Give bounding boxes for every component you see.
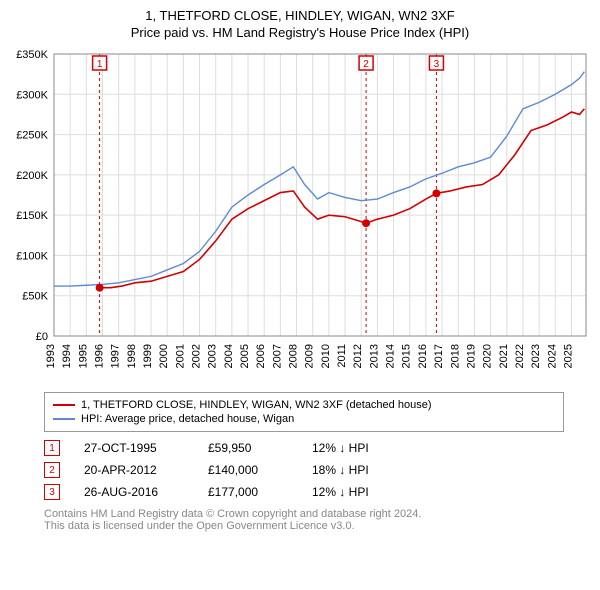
sale-row-marker: 2 [44, 462, 60, 478]
x-tick-label: 2019 [465, 344, 477, 368]
sale-row-marker: 1 [44, 440, 60, 456]
x-tick-label: 2015 [401, 344, 413, 368]
x-tick-label: 2022 [514, 344, 526, 368]
y-tick-label: £300K [16, 89, 48, 101]
x-tick-label: 1997 [110, 344, 122, 368]
sale-price: £140,000 [208, 463, 288, 477]
x-tick-label: 2024 [546, 344, 558, 368]
x-tick-label: 2016 [417, 344, 429, 368]
x-tick-label: 2000 [158, 344, 170, 368]
price-chart: £0 £50K £100K £150K £200K £250K £300K £350K 1993… [8, 46, 592, 386]
footer-line-2: This data is licensed under the Open Gov… [44, 520, 592, 532]
x-tick-label: 2009 [304, 344, 316, 368]
sale-date: 20-APR-2012 [84, 463, 184, 477]
sales-table: 1 27-OCT-1995 £59,950 12% ↓ HPI 2 20-APR-2012… [44, 440, 592, 500]
x-tick-label: 1993 [45, 344, 57, 368]
footer-line-1: Contains HM Land Registry data © Crown c… [44, 508, 592, 520]
sale-date: 26-AUG-2016 [84, 485, 184, 499]
legend-item: HPI: Average price, detached house, Wiga… [53, 413, 555, 425]
x-tick-label: 2005 [239, 344, 251, 368]
y-tick-label: £100K [16, 250, 48, 262]
x-tick-label: 1998 [126, 344, 138, 368]
sale-delta: 12% ↓ HPI [312, 441, 412, 455]
legend-swatch [53, 418, 75, 420]
sale-date: 27-OCT-1995 [84, 441, 184, 455]
x-tick-label: 1996 [94, 344, 106, 368]
x-tick-label: 2010 [320, 344, 332, 368]
legend-label: HPI: Average price, detached house, Wiga… [81, 413, 294, 425]
chart-container: £0 £50K £100K £150K £200K £250K £300K £350K 1993… [8, 46, 592, 386]
x-tick-label: 2007 [271, 344, 283, 368]
x-tick-label: 1994 [61, 344, 73, 368]
sale-marker-number: 2 [363, 59, 369, 70]
x-tick-label: 2011 [336, 344, 348, 368]
y-tick-label: £200K [16, 170, 48, 182]
legend-label: 1, THETFORD CLOSE, HINDLEY, WIGAN, WN2 3… [81, 399, 431, 411]
sale-price: £59,950 [208, 441, 288, 455]
sale-delta: 18% ↓ HPI [312, 463, 412, 477]
x-tick-label: 1995 [77, 344, 89, 368]
legend-swatch [53, 404, 75, 406]
sale-price: £177,000 [208, 485, 288, 499]
x-tick-label: 2001 [174, 344, 186, 368]
sale-row: 1 27-OCT-1995 £59,950 12% ↓ HPI [44, 440, 592, 456]
x-tick-label: 2006 [255, 344, 267, 368]
x-tick-label: 2021 [498, 344, 510, 368]
page-title-2: Price paid vs. HM Land Registry's House … [8, 25, 592, 40]
x-tick-label: 2023 [530, 344, 542, 368]
y-tick-label: £350K [16, 49, 48, 61]
x-tick-label: 2018 [449, 344, 461, 368]
sale-marker-number: 3 [434, 59, 440, 70]
footer-attribution: Contains HM Land Registry data © Crown c… [44, 508, 592, 532]
sale-row: 3 26-AUG-2016 £177,000 12% ↓ HPI [44, 484, 592, 500]
x-tick-label: 2017 [433, 344, 445, 368]
legend: 1, THETFORD CLOSE, HINDLEY, WIGAN, WN2 3… [44, 392, 564, 432]
x-tick-label: 2012 [352, 344, 364, 368]
x-tick-label: 2003 [207, 344, 219, 368]
x-tick-label: 2008 [288, 344, 300, 368]
y-tick-label: £250K [16, 130, 48, 142]
sale-row: 2 20-APR-2012 £140,000 18% ↓ HPI [44, 462, 592, 478]
sale-marker-dot [432, 189, 440, 197]
x-tick-label: 2002 [191, 344, 203, 368]
y-tick-label: £0 [36, 331, 48, 343]
sale-marker-dot [96, 284, 104, 292]
x-tick-label: 2014 [385, 344, 397, 368]
sale-marker-dot [362, 219, 370, 227]
y-tick-label: £150K [16, 210, 48, 222]
sale-marker-number: 1 [97, 59, 103, 70]
page-title-1: 1, THETFORD CLOSE, HINDLEY, WIGAN, WN2 3… [8, 8, 592, 23]
legend-item: 1, THETFORD CLOSE, HINDLEY, WIGAN, WN2 3… [53, 399, 555, 411]
sale-row-marker: 3 [44, 484, 60, 500]
x-tick-label: 2004 [223, 344, 235, 368]
x-tick-label: 2025 [562, 344, 574, 368]
x-tick-label: 2013 [368, 344, 380, 368]
x-tick-label: 1999 [142, 344, 154, 368]
x-tick-label: 2020 [482, 344, 494, 368]
sale-delta: 12% ↓ HPI [312, 485, 412, 499]
y-tick-label: £50K [22, 291, 48, 303]
